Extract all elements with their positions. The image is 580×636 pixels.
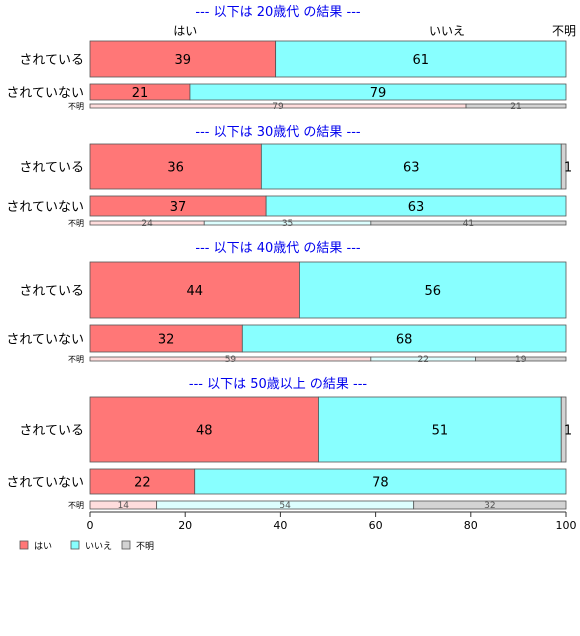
data-label: 21	[132, 86, 149, 101]
row-label: 不明	[68, 102, 84, 111]
data-label: 79	[272, 102, 284, 112]
bar-segment	[465, 103, 567, 109]
row-label: されている	[19, 53, 84, 68]
bar-segment	[413, 500, 567, 510]
legend-swatch	[70, 540, 80, 550]
bar-segment	[560, 396, 567, 463]
data-label: 56	[424, 284, 441, 299]
bar-segment	[89, 261, 300, 319]
legend-swatch	[19, 540, 29, 550]
row-label: されている	[19, 284, 84, 299]
row-label: 不明	[68, 355, 84, 364]
legend-label: 不明	[136, 541, 154, 552]
data-label: 24	[141, 219, 153, 229]
data-label: 41	[463, 219, 474, 229]
row-label: されていない	[6, 476, 84, 491]
data-label: 68	[396, 333, 413, 348]
bar-segment	[318, 396, 562, 463]
x-tick-label: 100	[556, 519, 577, 532]
data-label: 79	[370, 86, 387, 101]
panel-title: --- 以下は 40歳代 の結果 ---	[195, 241, 361, 256]
data-label: 22	[417, 355, 428, 365]
row-label: されていない	[6, 333, 84, 348]
data-label: 19	[515, 355, 527, 365]
legend-swatch	[121, 540, 131, 550]
data-label: 78	[372, 476, 389, 491]
row-label: 不明	[68, 219, 84, 228]
panel-title: --- 以下は 50歳以上 の結果 ---	[189, 377, 368, 392]
bar-segment	[89, 40, 277, 78]
column-label: いいえ	[429, 24, 465, 38]
row-label: されている	[19, 424, 84, 439]
x-tick-label: 0	[87, 519, 94, 532]
panel-title: --- 以下は 20歳代 の結果 ---	[195, 5, 361, 20]
row-label: されている	[19, 161, 84, 176]
legend-label: いいえ	[85, 541, 112, 552]
data-label: 48	[196, 424, 213, 439]
data-label: 44	[186, 284, 203, 299]
data-label: 37	[170, 200, 187, 215]
data-label: 39	[175, 53, 192, 68]
column-label: はい	[173, 24, 197, 38]
x-tick-label: 80	[464, 519, 478, 532]
row-label: 不明	[68, 501, 84, 510]
bar-segment	[275, 40, 567, 78]
data-label: 1	[564, 161, 572, 176]
panel-title: --- 以下は 30歳代 の結果 ---	[195, 125, 361, 140]
bar-segment	[260, 143, 562, 190]
column-label: 不明	[552, 24, 576, 38]
data-label: 54	[279, 501, 291, 511]
bar-segment	[475, 356, 567, 362]
data-label: 61	[413, 53, 430, 68]
bar-segment	[89, 396, 319, 463]
data-label: 21	[510, 102, 521, 112]
bar-segment	[560, 143, 567, 190]
data-label: 35	[282, 219, 293, 229]
x-tick-label: 40	[273, 519, 287, 532]
bar-segment	[265, 195, 567, 217]
bar-segment	[241, 324, 567, 353]
bar-segment	[89, 468, 196, 495]
bar-segment	[89, 143, 262, 190]
data-label: 1	[564, 424, 572, 439]
x-tick-label: 60	[369, 519, 383, 532]
data-label: 51	[432, 424, 449, 439]
data-label: 59	[225, 355, 237, 365]
data-label: 32	[484, 501, 495, 511]
data-label: 36	[167, 161, 184, 176]
row-label: されていない	[6, 200, 84, 215]
row-label: されていない	[6, 86, 84, 101]
x-tick-label: 20	[178, 519, 192, 532]
bar-segment	[299, 261, 567, 319]
bar-segment	[194, 468, 567, 495]
data-label: 14	[118, 501, 130, 511]
legend-label: はい	[34, 541, 52, 552]
bar-segment	[189, 83, 567, 101]
bar-segment	[370, 220, 567, 226]
data-label: 63	[403, 161, 420, 176]
bar-segment	[89, 324, 243, 353]
data-label: 63	[408, 200, 425, 215]
data-label: 22	[134, 476, 151, 491]
data-label: 32	[158, 333, 175, 348]
